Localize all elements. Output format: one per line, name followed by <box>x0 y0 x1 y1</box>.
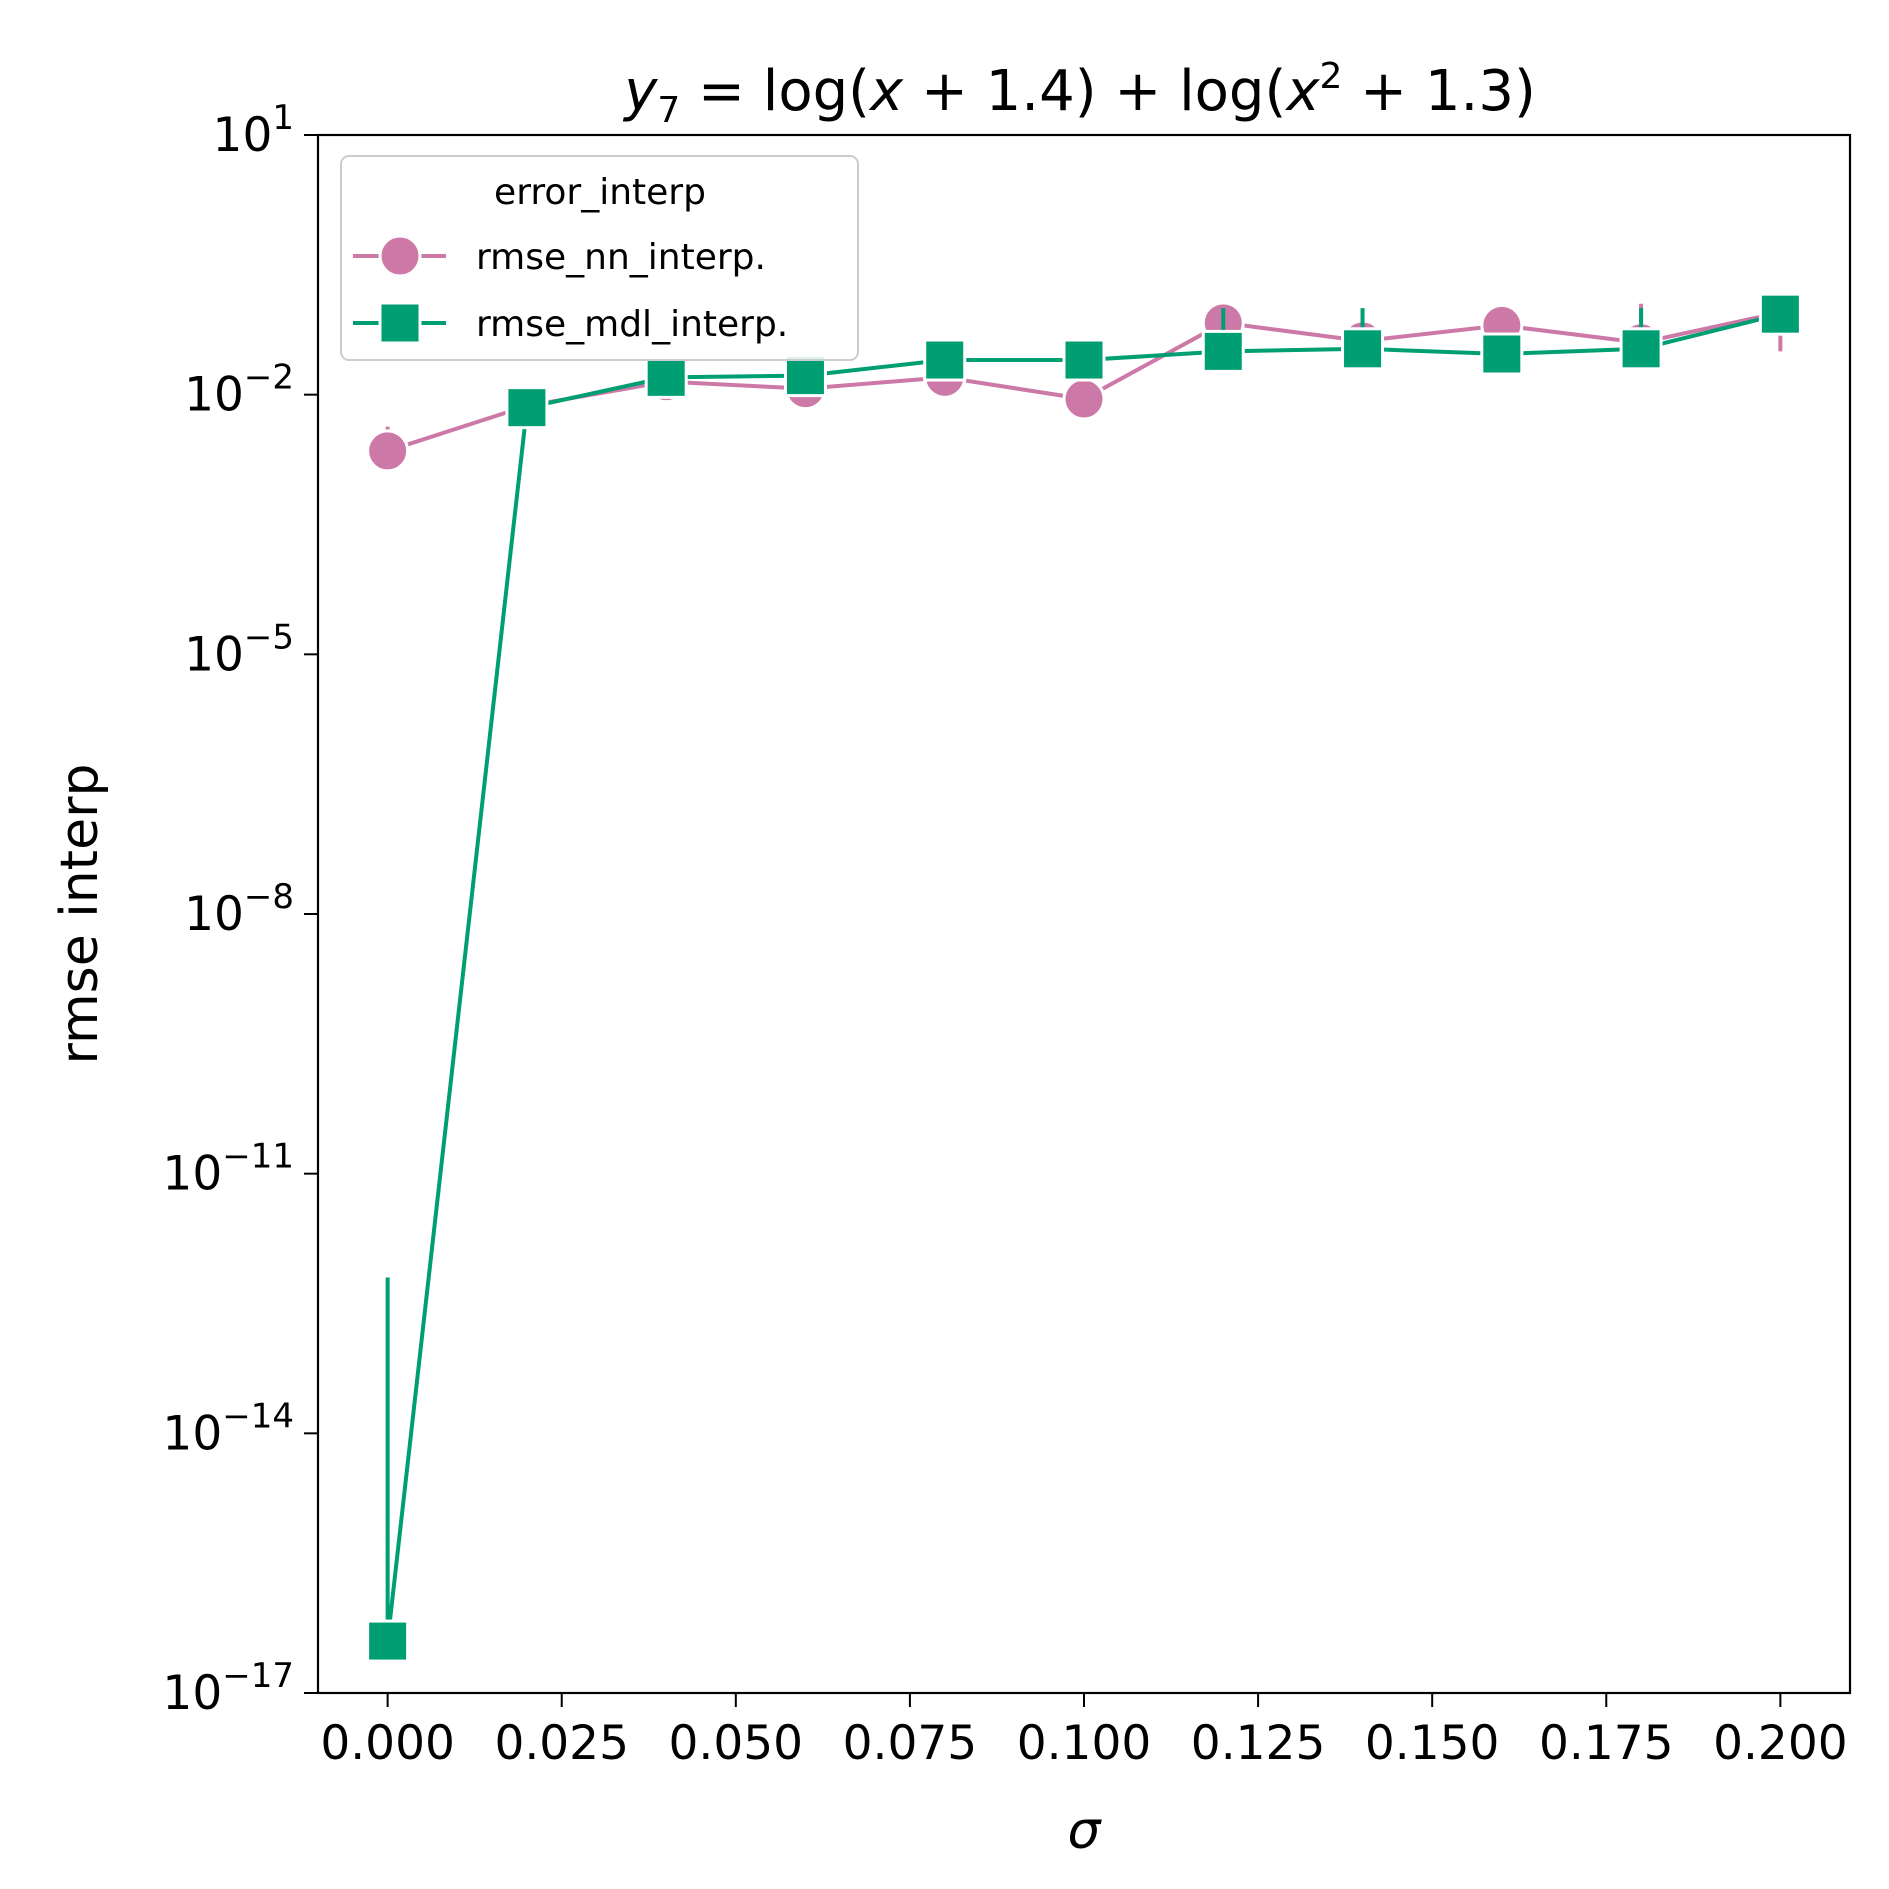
x-tick-label: 0.025 <box>494 1716 629 1771</box>
y-tick-label: 10−5 <box>184 617 294 682</box>
x-tick-label: 0.075 <box>843 1716 978 1771</box>
x-tick-label: 0.150 <box>1365 1716 1500 1771</box>
x-tick-label: 0.100 <box>1017 1716 1152 1771</box>
data-point <box>366 429 410 473</box>
x-tick-label: 0.175 <box>1539 1716 1674 1771</box>
data-point <box>366 1619 410 1663</box>
chart-title: y7 = log(x + 1.4) + log(x2 + 1.3) <box>622 56 1536 131</box>
y-tick-label: 101 <box>213 98 294 163</box>
data-point <box>1341 327 1385 371</box>
y-tick-label: 10−8 <box>184 877 294 942</box>
y-tick-label: 10−17 <box>162 1656 294 1721</box>
legend-label: rmse_nn_interp. <box>476 237 766 278</box>
legend-title: error_interp <box>494 172 706 213</box>
data-point <box>783 354 827 398</box>
data-point <box>505 386 549 430</box>
y-axis-label: rmse interp <box>50 764 110 1065</box>
x-axis: 0.000 0.025 0.050 0.075 0.100 0.125 0.150 0.175… <box>320 1693 1848 1771</box>
legend-label: rmse_mdl_interp. <box>476 304 788 345</box>
legend-marker <box>378 234 422 278</box>
plot-area <box>366 290 1802 1663</box>
data-point <box>644 355 688 399</box>
x-axis-label: σ <box>1068 1801 1103 1861</box>
data-point <box>1480 332 1524 376</box>
data-point <box>1062 377 1106 421</box>
x-tick-label: 0.050 <box>669 1716 804 1771</box>
legend-entry: rmse_mdl_interp. <box>353 301 788 345</box>
x-tick-label: 0.200 <box>1713 1716 1848 1771</box>
y-axis: 101 10−2 10−5 10−8 10−11 10−14 10−17 <box>162 98 318 1721</box>
data-point <box>1201 329 1245 373</box>
data-point <box>923 338 967 382</box>
y-tick-label: 10−14 <box>162 1396 294 1461</box>
legend-entry: rmse_nn_interp. <box>353 234 766 278</box>
y-tick-label: 10−2 <box>184 358 294 423</box>
legend-box <box>340 155 859 361</box>
axes-frame <box>316 133 1852 1695</box>
legend: error_interp rmse_nn_interp. rmse_mdl_int… <box>340 155 859 361</box>
y-tick-label: 10−11 <box>162 1137 294 1202</box>
data-point <box>1619 327 1663 371</box>
legend-marker <box>378 301 422 345</box>
series-2 <box>366 292 1802 1663</box>
data-point <box>1758 292 1802 336</box>
x-tick-label: 0.125 <box>1191 1716 1326 1771</box>
x-tick-label: 0.000 <box>320 1716 455 1771</box>
series-line <box>385 312 1781 1642</box>
data-point <box>1062 338 1106 382</box>
